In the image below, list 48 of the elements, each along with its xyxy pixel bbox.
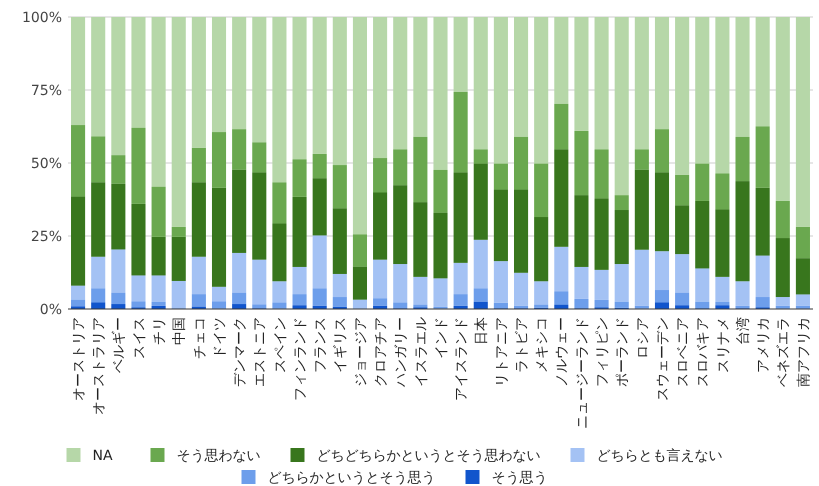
x-tick-label: ポーランド (614, 317, 631, 387)
y-tick-label: 75% (30, 82, 62, 99)
x-tick-label: アメリカ (756, 317, 772, 373)
x-tick-label: ベルギー (111, 317, 128, 373)
y-tick-label: 25% (30, 228, 62, 245)
x-tick-label: スウェーデン (654, 317, 671, 401)
x-tick-label: インド (433, 317, 450, 359)
x-tick-label: フィンランド (292, 317, 308, 401)
x-tick-label: チリ (152, 317, 168, 345)
x-tick-label: メキシコ (534, 317, 550, 373)
x-tick-label: ドイツ (212, 317, 228, 359)
x-tick-label: スロベニア (675, 317, 692, 387)
y-tick-label: 100% (22, 10, 62, 26)
x-tick-label: ラトビア (514, 317, 530, 373)
x-tick-label: ハンガリー (393, 317, 410, 388)
x-tick-label: スイス (131, 317, 148, 359)
legend-label: どちどちらかというとそう思わない (316, 448, 540, 464)
legend-label: どちらかというとそう思う (268, 470, 436, 486)
x-tick-label: デンマーク (232, 317, 248, 387)
x-tick-label: エストニア (252, 317, 268, 387)
x-tick-label: スリナメ (715, 317, 732, 373)
x-tick-label: オーストリア (70, 317, 87, 401)
legend-label: どちらとも言えない (596, 448, 722, 464)
x-tick-label: リトアニア (494, 317, 510, 387)
x-tick-label: ロシア (634, 317, 651, 359)
legend-label: そう思う (492, 470, 548, 486)
y-tick-label: 0% (40, 302, 62, 318)
x-tick-label: アイスランド (454, 317, 470, 401)
x-tick-label: イギリス (332, 317, 349, 373)
x-tick-label: クロアチア (372, 317, 389, 387)
x-tick-label: ノルウェー (554, 317, 570, 387)
x-tick-label: イスラエル (413, 317, 430, 387)
legend-label: NA (92, 448, 113, 464)
x-tick-label: ベネズエラ (776, 317, 792, 387)
legend-label: そう思わない (176, 448, 260, 464)
x-tick-label: フィリピン (594, 317, 610, 387)
x-tick-label: チェコ (192, 317, 208, 359)
x-tick-label: ジョージア (352, 317, 369, 387)
x-tick-label: スペイン (272, 317, 288, 373)
x-tick-label: 日本 (474, 317, 490, 345)
x-tick-label: ニュージーランド (574, 317, 590, 429)
x-tick-label: フランス (312, 317, 329, 373)
x-tick-label: 台湾 (735, 317, 752, 345)
y-tick-label: 50% (30, 156, 62, 172)
x-tick-label: 南アフリカ (796, 317, 812, 387)
x-tick-label: オーストラリア (91, 317, 108, 415)
x-tick-label: 中国 (172, 317, 188, 345)
x-tick-label: スロバキア (695, 317, 712, 387)
